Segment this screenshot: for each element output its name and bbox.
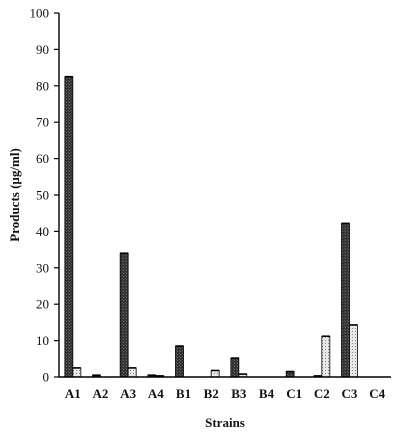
x-tick-label-A1: A1 bbox=[65, 386, 81, 401]
y-tick-label: 40 bbox=[36, 224, 49, 239]
bar-A3-series-1 bbox=[119, 252, 129, 378]
bars bbox=[64, 75, 358, 378]
x-tick-label-B3: B3 bbox=[231, 386, 247, 401]
bar-A1-series-1 bbox=[64, 76, 74, 378]
y-tick-label: 70 bbox=[36, 115, 49, 130]
x-tick-label-A4: A4 bbox=[148, 386, 164, 401]
bar-C1-series-1 bbox=[285, 371, 295, 378]
y-tick-label: 20 bbox=[36, 297, 49, 312]
bar-B3-series-1 bbox=[230, 357, 240, 378]
bar-B2-series-2 bbox=[210, 370, 220, 378]
bar-C3-series-2 bbox=[349, 324, 358, 378]
x-tick-label-B2: B2 bbox=[204, 386, 219, 401]
x-tick-label-B1: B1 bbox=[176, 386, 191, 401]
x-axis-tick-labels: A1 A2 A3 A4 B1 B2 B3 B4 C1 C2 C3 C4 bbox=[65, 386, 386, 401]
x-axis-title: Strains bbox=[205, 415, 245, 430]
x-tick-label-C2: C2 bbox=[314, 386, 330, 401]
x-tick-label-A3: A3 bbox=[120, 386, 136, 401]
x-tick-label-C4: C4 bbox=[369, 386, 385, 401]
y-tick-label: 30 bbox=[36, 260, 49, 275]
y-tick-label: 0 bbox=[43, 370, 50, 385]
x-tick-label-B4: B4 bbox=[259, 386, 275, 401]
bar-A1-series-2 bbox=[72, 367, 82, 378]
y-tick-label: 90 bbox=[36, 42, 49, 57]
y-tick-label: 80 bbox=[36, 78, 49, 93]
y-tick-label: 10 bbox=[36, 333, 49, 348]
y-axis-title: Products (µg/ml) bbox=[7, 148, 22, 242]
y-axis-ticks: 0 10 20 30 40 50 60 70 80 90 100 bbox=[30, 6, 59, 385]
y-tick-label: 60 bbox=[36, 151, 49, 166]
bar-B1-series-1 bbox=[175, 345, 184, 378]
y-tick-label: 100 bbox=[30, 6, 50, 21]
bar-C2-series-2 bbox=[321, 335, 331, 378]
bar-C3-series-1 bbox=[341, 222, 350, 378]
x-tick-label-C3: C3 bbox=[342, 386, 358, 401]
y-tick-label: 50 bbox=[36, 188, 49, 203]
x-tick-label-C1: C1 bbox=[286, 386, 302, 401]
x-tick-label-A2: A2 bbox=[93, 386, 109, 401]
bar-A3-series-2 bbox=[127, 367, 137, 378]
